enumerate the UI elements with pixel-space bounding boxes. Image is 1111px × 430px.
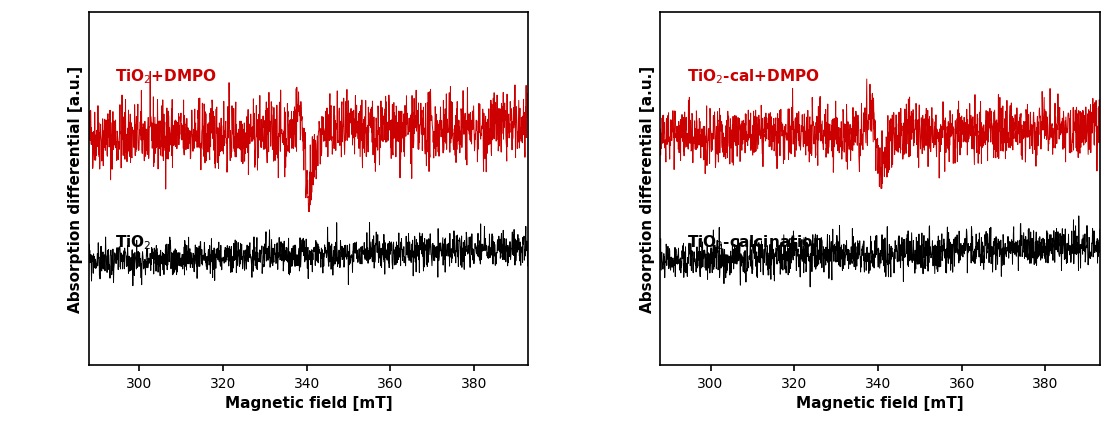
Text: TiO$_2$-cal+DMPO: TiO$_2$-cal+DMPO [687, 67, 820, 86]
Text: TiO$_2$+DMPO: TiO$_2$+DMPO [116, 67, 218, 86]
Y-axis label: Absorption differential [a.u.]: Absorption differential [a.u.] [68, 66, 83, 313]
Y-axis label: Absorption differential [a.u.]: Absorption differential [a.u.] [640, 66, 654, 313]
Text: TiO$_2$: TiO$_2$ [116, 233, 152, 252]
Text: TiO$_2$-calcination: TiO$_2$-calcination [687, 233, 823, 252]
X-axis label: Magnetic field [mT]: Magnetic field [mT] [224, 396, 392, 410]
X-axis label: Magnetic field [mT]: Magnetic field [mT] [797, 396, 964, 410]
